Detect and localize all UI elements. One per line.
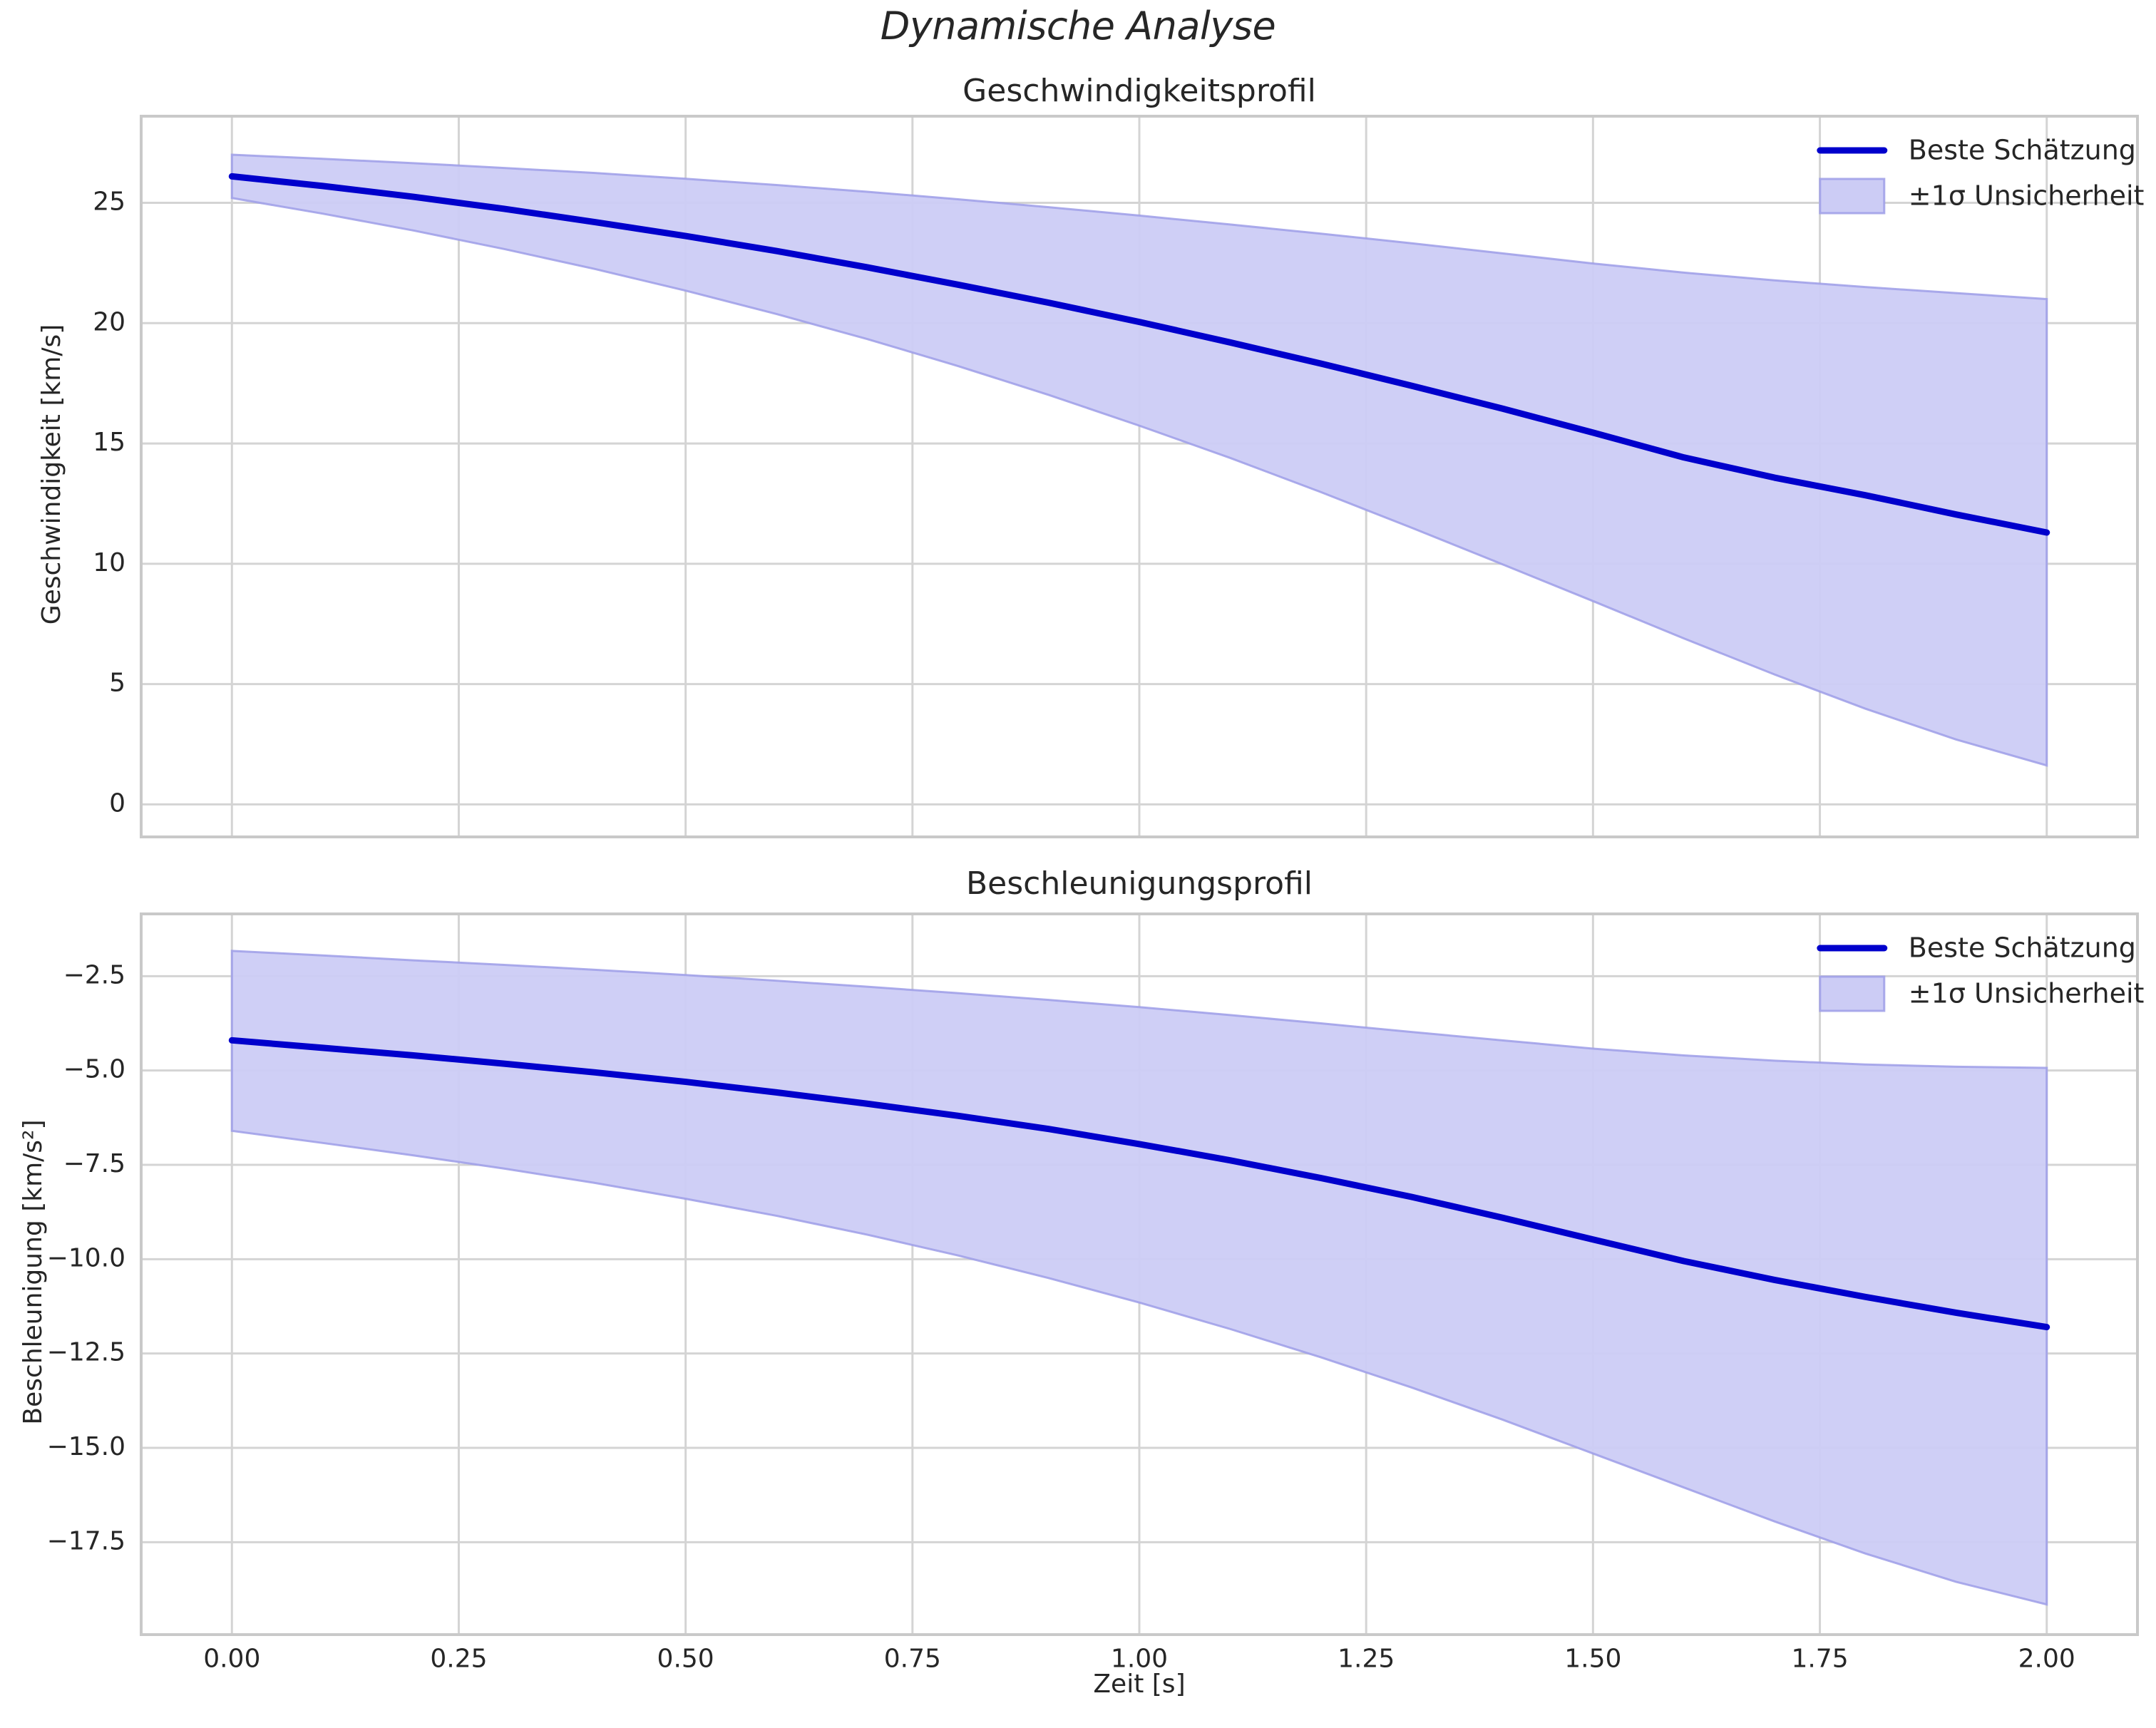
subplot-2-y-axis-label: Beschleunigung [km/s²] <box>18 1118 48 1425</box>
x-tick-label: 0.75 <box>884 1645 941 1674</box>
legend-patch-swatch <box>1819 975 1886 1012</box>
subplot-2-title: Beschleunigungsprofil <box>965 865 1313 902</box>
y-tick-label: −2.5 <box>63 960 125 989</box>
legend[interactable]: Beste Schätzung ±1σ Unsicherheit <box>1817 135 2145 215</box>
data-line-best-estimate <box>228 173 2050 536</box>
y-tick-label: −17.5 <box>47 1526 125 1555</box>
y-tick-label: −5.0 <box>63 1055 125 1084</box>
legend-label: ±1σ Unsicherheit <box>1909 180 2145 212</box>
y-tick-label: 15 <box>93 428 125 457</box>
legend[interactable]: Beste Schätzung ±1σ Unsicherheit <box>1817 932 2145 1012</box>
y-tick-label: 5 <box>109 669 125 698</box>
subplot-1-title: Geschwindigkeitsprofil <box>962 73 1316 109</box>
y-tick-label: 10 <box>93 548 125 577</box>
x-tick-label: 1.50 <box>1564 1645 1621 1674</box>
uncertainty-band <box>230 153 2048 767</box>
axes-spine <box>140 115 2139 838</box>
y-tick-labels: 0 5 10 15 20 25 <box>93 187 125 818</box>
figure-suptitle: Dynamische Analyse <box>880 4 1276 48</box>
y-tick-label: −15.0 <box>47 1432 125 1461</box>
legend-label: ±1σ Unsicherheit <box>1909 978 2145 1009</box>
subplot-1-y-axis-label: Geschwindigkeit [km/s] <box>36 324 66 624</box>
y-tick-label: −12.5 <box>47 1338 125 1367</box>
x-tick-label: 0.25 <box>430 1645 487 1674</box>
legend-patch-swatch <box>1819 178 1886 215</box>
x-tick-label: 1.75 <box>1791 1645 1848 1674</box>
legend-label: Beste Schätzung <box>1909 135 2136 166</box>
x-tick-label: 1.00 <box>1111 1645 1168 1674</box>
x-tick-label: 0.00 <box>203 1645 260 1674</box>
x-axis-label: Zeit [s] <box>1093 1670 1186 1699</box>
x-tick-labels: 0.00 0.25 0.50 0.75 1.00 1.25 1.50 1.75 2.00 <box>203 1645 2075 1674</box>
axes-spine <box>140 912 2139 1636</box>
legend-label: Beste Schätzung <box>1909 932 2136 964</box>
x-tick-label: 1.25 <box>1338 1645 1395 1674</box>
x-tick-label: 0.50 <box>657 1645 714 1674</box>
data-line-best-estimate <box>228 1037 2050 1331</box>
y-tick-label: 25 <box>93 187 125 217</box>
x-tick-label: 2.00 <box>2018 1645 2075 1674</box>
y-tick-label: −7.5 <box>63 1149 125 1178</box>
y-tick-label: 0 <box>109 788 125 818</box>
uncertainty-band <box>230 950 2048 1606</box>
y-tick-label: 20 <box>93 307 125 336</box>
y-tick-labels: −2.5 −5.0 −7.5 −10.0 −12.5 −15.0 −17.5 <box>47 960 125 1555</box>
subplot-1-plot-area: 0 5 10 15 20 25 Beste Schätzung ±1σ Unsicherhei… <box>93 115 2144 838</box>
subplot-2-plot-area: −2.5 −5.0 −7.5 −10.0 −12.5 −15.0 −17.5 0.00 0.25… <box>47 912 2144 1674</box>
y-tick-label: −10.0 <box>47 1243 125 1272</box>
